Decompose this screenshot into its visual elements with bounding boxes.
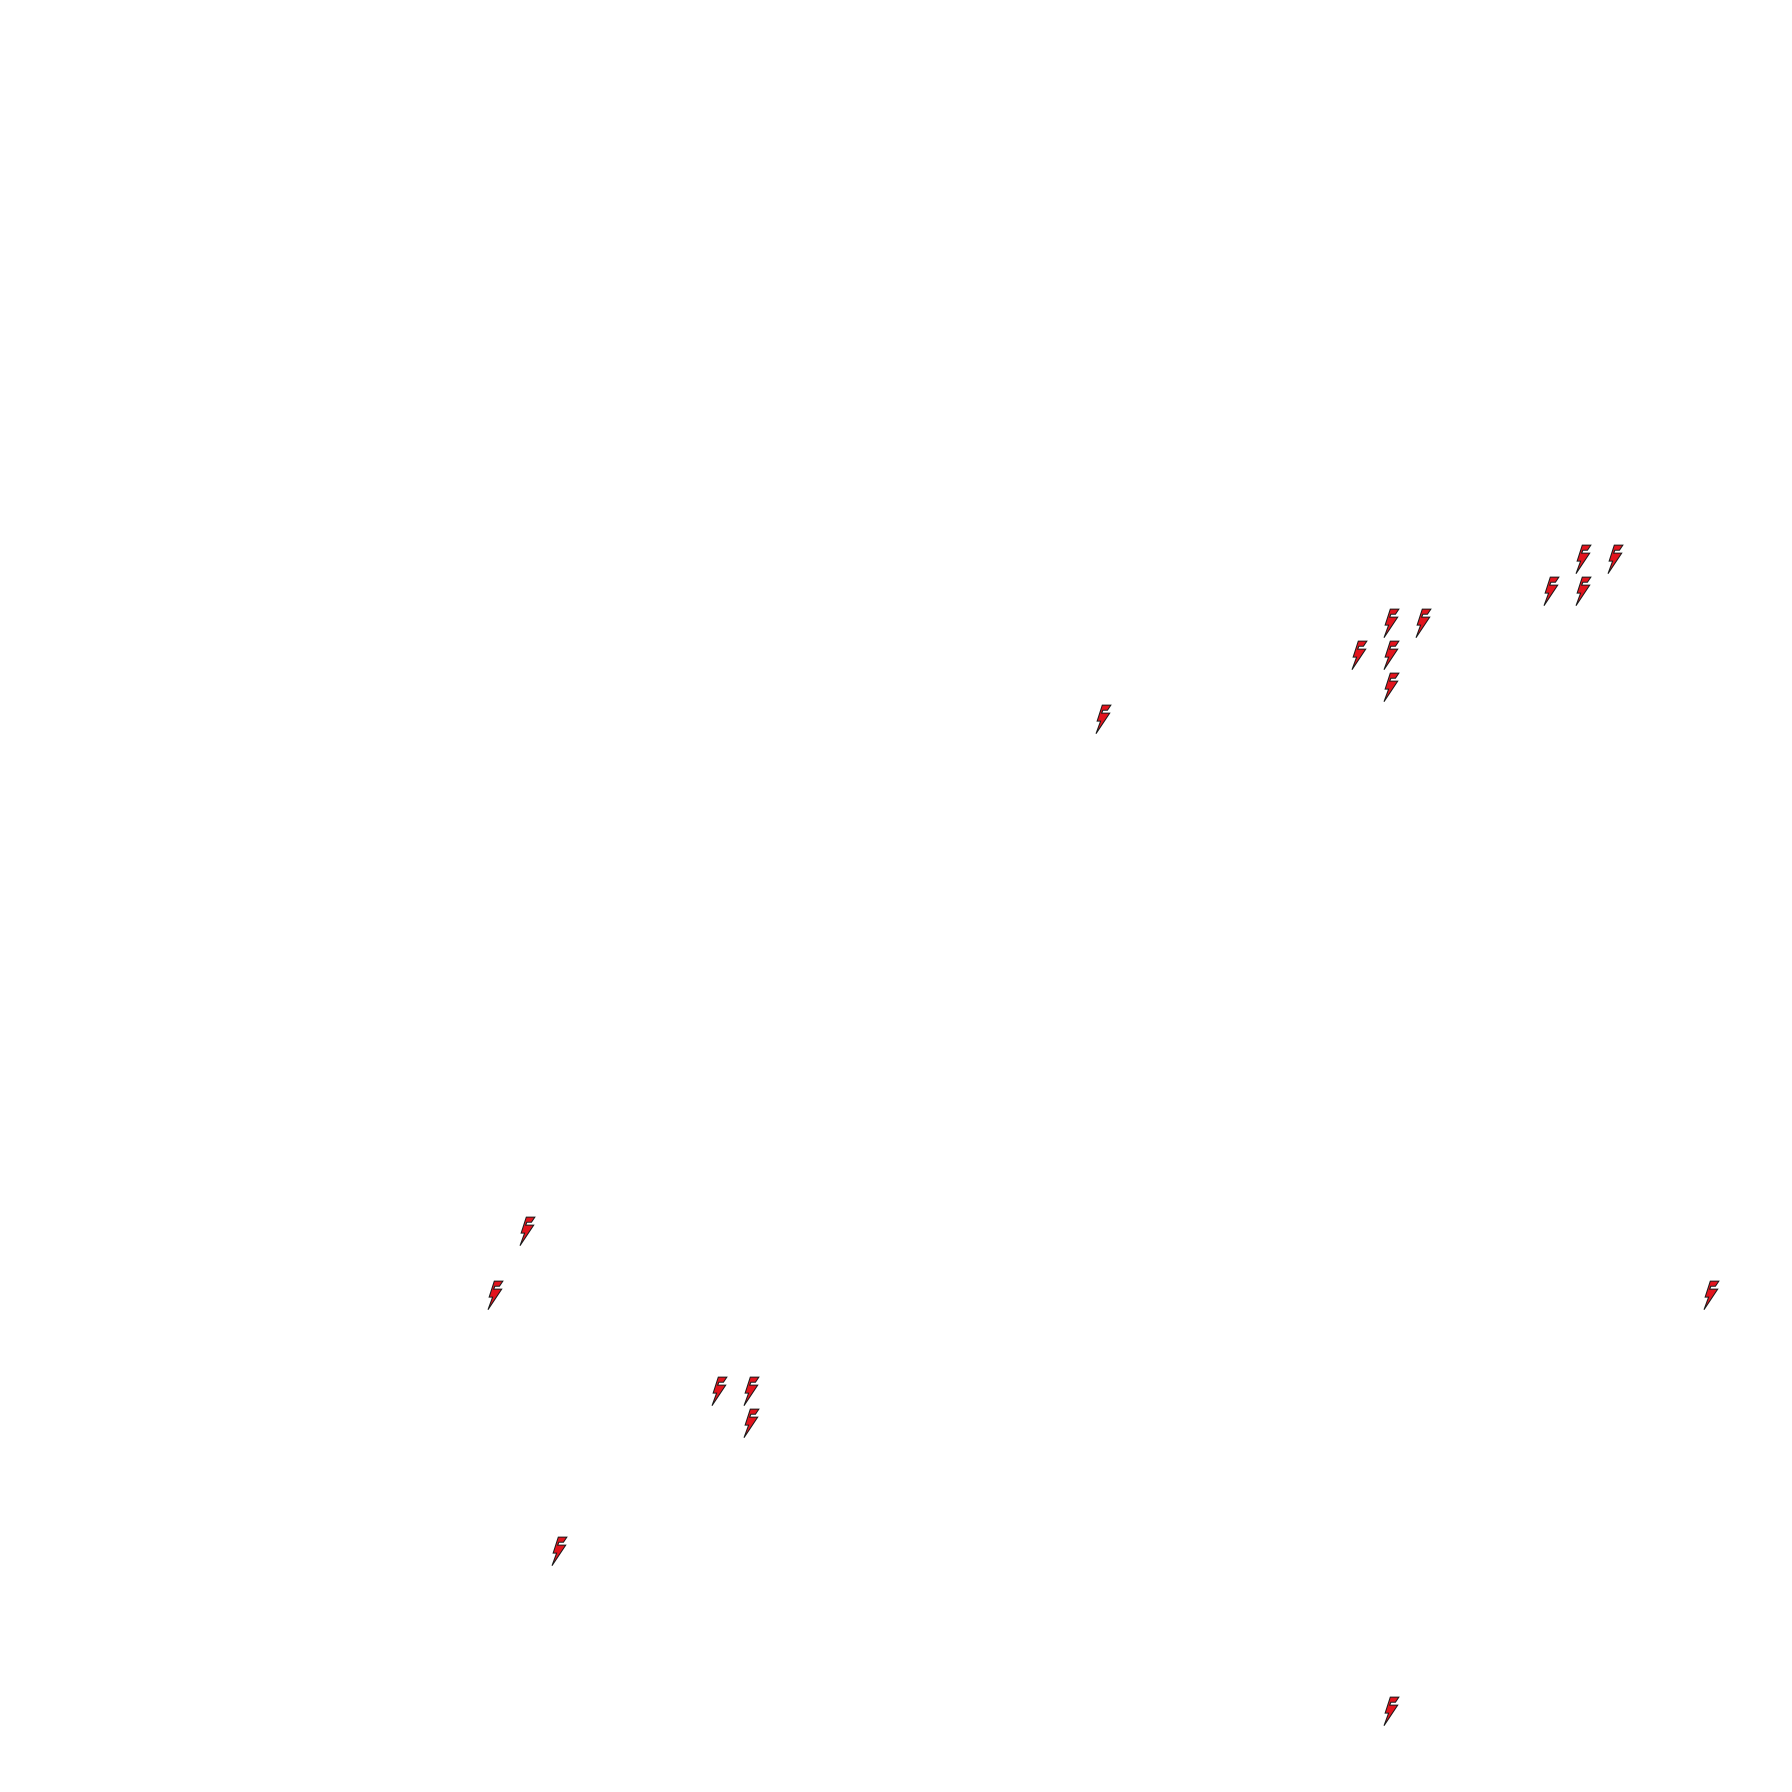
map-layer: [0, 0, 1792, 1792]
page: (() => { const data = JSON.parse(documen…: [0, 0, 1792, 1792]
map-background: [0, 0, 1792, 1792]
